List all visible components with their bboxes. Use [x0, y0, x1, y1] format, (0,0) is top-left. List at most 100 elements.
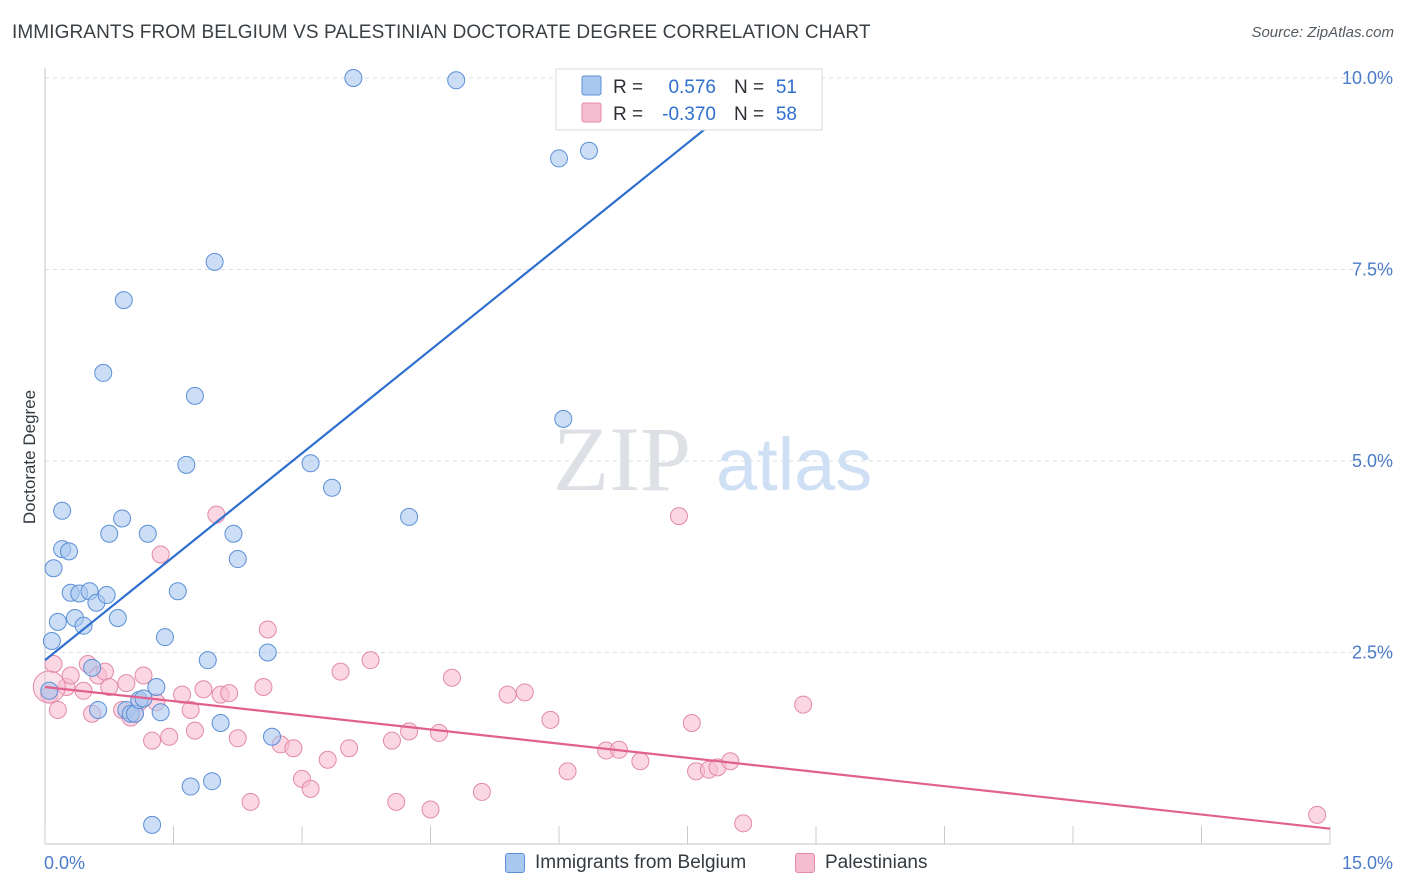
point-belgium-3	[48, 612, 67, 631]
stats-n-label-1: N =	[734, 77, 764, 98]
point-palestinians-44	[430, 723, 449, 742]
point-palestinians-43	[421, 800, 440, 819]
point-belgium-15	[94, 363, 113, 382]
legend-label-palestinians: Palestinians	[825, 852, 928, 873]
stats-legend-pink-swatch	[581, 102, 602, 123]
point-palestinians-27	[220, 684, 239, 703]
point-belgium-34	[185, 386, 204, 405]
bottom-legend: Immigrants from Belgium Palestinians	[0, 852, 1406, 878]
point-palestinians-37	[331, 662, 350, 681]
stats-r-label-2: R =	[613, 104, 643, 125]
point-palestinians-40	[382, 731, 401, 750]
point-palestinians-53	[631, 752, 650, 771]
point-palestinians-4	[61, 666, 80, 685]
point-palestinians-50	[558, 762, 577, 781]
series-belgium-points	[40, 69, 598, 834]
point-palestinians-49	[541, 710, 560, 729]
point-belgium-33	[181, 777, 200, 796]
point-palestinians-33	[284, 739, 303, 758]
point-belgium-28	[147, 677, 166, 696]
point-belgium-38	[211, 713, 230, 732]
point-belgium-45	[344, 69, 363, 87]
point-palestinians-48	[515, 683, 534, 702]
x-tick-label-0: 0.0%	[44, 853, 85, 873]
point-belgium-0	[40, 681, 59, 700]
watermark: ZIP atlas	[553, 408, 872, 510]
trendline-belgium	[44, 107, 732, 662]
point-palestinians-1	[44, 654, 63, 673]
legend-label-belgium: Immigrants from Belgium	[535, 852, 747, 873]
y-tick-label-1: 5.0%	[1352, 451, 1393, 471]
point-palestinians-22	[181, 700, 200, 719]
point-belgium-42	[263, 727, 282, 746]
watermark-atlas: atlas	[716, 423, 872, 506]
point-palestinians-46	[472, 782, 491, 801]
point-palestinians-12	[117, 674, 136, 693]
y-tick-label-3: 10.0%	[1342, 68, 1393, 88]
stats-legend-blue-swatch	[581, 75, 602, 96]
point-palestinians-41	[387, 792, 406, 811]
legend-swatch-belgium	[505, 853, 525, 873]
stats-r-value-2: -0.370	[662, 104, 716, 125]
point-belgium-50	[579, 141, 598, 160]
point-belgium-35	[198, 651, 217, 670]
point-belgium-40	[228, 550, 247, 569]
y-tick-label-0: 2.5%	[1352, 643, 1393, 663]
point-belgium-39	[224, 524, 243, 543]
point-palestinians-25	[207, 505, 226, 524]
point-belgium-12	[83, 658, 102, 677]
point-belgium-20	[114, 291, 133, 310]
point-palestinians-23	[185, 721, 204, 740]
trend-lines	[44, 107, 1331, 830]
chart-source: Source: ZipAtlas.com	[1251, 24, 1394, 41]
stats-n-value-1: 51	[776, 77, 797, 98]
stats-n-label-2: N =	[734, 104, 764, 125]
point-palestinians-20	[160, 727, 179, 746]
point-palestinians-31	[258, 620, 277, 639]
point-belgium-5	[53, 501, 72, 520]
point-palestinians-16	[134, 666, 153, 685]
axes	[44, 68, 1331, 845]
point-palestinians-30	[254, 677, 273, 696]
series-palestinians-points	[32, 505, 1327, 833]
legend-swatch-palestinians	[795, 853, 815, 873]
point-belgium-17	[100, 524, 119, 543]
point-palestinians-2	[48, 700, 67, 719]
y-axis-label: Doctorate Degree	[20, 390, 39, 524]
point-belgium-1	[42, 632, 61, 651]
point-palestinians-62	[1308, 805, 1327, 824]
point-belgium-2	[44, 559, 63, 578]
legend-item-belgium: Immigrants from Belgium	[505, 852, 746, 874]
chart-title: IMMIGRANTS FROM BELGIUM VS PALESTINIAN D…	[12, 22, 871, 43]
point-palestinians-36	[318, 750, 337, 769]
point-belgium-48	[550, 149, 568, 168]
point-belgium-37	[205, 252, 224, 271]
watermark-zip: ZIP	[553, 408, 691, 510]
trendline-palestinians	[44, 685, 1331, 830]
point-belgium-32	[177, 455, 196, 474]
point-belgium-47	[447, 71, 466, 90]
point-belgium-44	[322, 478, 341, 497]
point-palestinians-29	[241, 792, 260, 811]
point-palestinians-45	[442, 668, 461, 687]
point-belgium-16	[97, 586, 116, 605]
point-belgium-29	[151, 703, 170, 722]
point-belgium-14	[89, 700, 108, 719]
point-palestinians-35	[301, 779, 320, 798]
point-palestinians-17	[143, 731, 162, 750]
point-belgium-46	[400, 507, 419, 526]
stats-r-label-1: R =	[613, 77, 643, 98]
point-palestinians-55	[682, 713, 701, 732]
point-belgium-10	[74, 616, 93, 635]
point-palestinians-24	[194, 680, 213, 699]
point-palestinians-19	[151, 545, 170, 564]
gridlines	[45, 77, 1390, 653]
point-belgium-18	[108, 609, 127, 628]
y-tick-label-2: 7.5%	[1352, 260, 1393, 280]
point-palestinians-54	[669, 507, 688, 526]
point-belgium-26	[138, 524, 157, 543]
point-palestinians-39	[361, 651, 380, 670]
point-belgium-49	[554, 409, 573, 428]
point-belgium-27	[143, 815, 162, 834]
